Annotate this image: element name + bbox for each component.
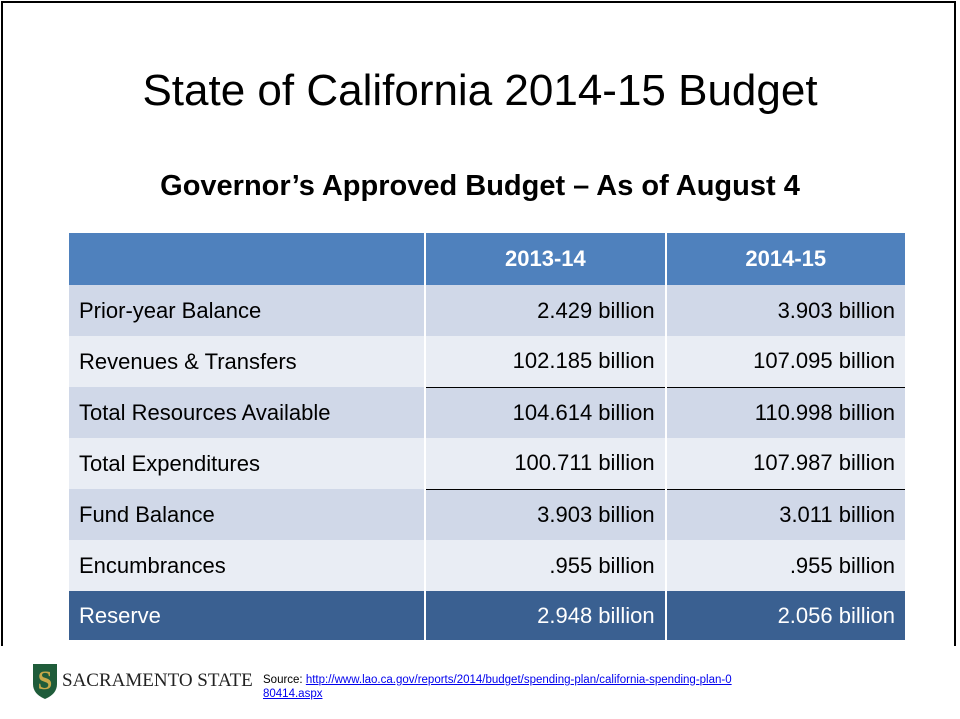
header-blank <box>66 233 427 285</box>
row-label: Reserve <box>66 591 427 640</box>
row-label: Total Resources Available <box>66 387 427 438</box>
source-link[interactable]: http://www.lao.ca.gov/reports/2014/budge… <box>263 674 732 700</box>
table-row: Total Resources Available 104.614 billion… <box>66 387 908 438</box>
logo-icon: S <box>33 664 57 699</box>
value-cell: 100.711 billion <box>424 438 667 490</box>
row-label: Revenues & Transfers <box>66 336 427 387</box>
logo-text: SACRAMENTO STATE <box>62 670 253 691</box>
table-row: Total Expenditures 100.711 billion 107.987… <box>66 438 908 490</box>
value-cell: 102.185 billion <box>424 336 667 388</box>
value-cell: 107.987 billion <box>664 438 908 490</box>
row-label: Encumbrances <box>66 540 427 591</box>
row-label: Total Expenditures <box>66 438 427 489</box>
title: State of California 2014-15 Budget <box>142 66 818 115</box>
slide-frame <box>1 1 956 646</box>
header-cell: 2014-15 <box>664 233 908 285</box>
value-cell: 2.429 billion <box>424 285 667 336</box>
value-cell: 104.614 billion <box>424 387 667 438</box>
value-cell: 2.948 billion <box>424 591 667 640</box>
header-row: 2013-14 2014-15 <box>66 233 908 285</box>
header-cell: 2013-14 <box>424 233 667 285</box>
budget-table: 2013-14 2014-15 Prior-year Balance 2.429 … <box>66 233 908 640</box>
table-body: Prior-year Balance 2.429 billion 3.903 bil… <box>66 285 908 640</box>
subtitle: Governor’s Approved Budget – As of Augus… <box>160 170 800 202</box>
row-label: Fund Balance <box>66 489 427 540</box>
value-cell: 3.903 billion <box>664 285 908 336</box>
table-row: Fund Balance 3.903 billion 3.011 billion <box>66 489 908 540</box>
table-row: Prior-year Balance 2.429 billion 3.903 bil… <box>66 285 908 336</box>
value-cell: 3.011 billion <box>664 489 908 540</box>
value-cell: .955 billion <box>424 540 667 591</box>
table-row: Revenues & Transfers 102.185 billion 107.0… <box>66 336 908 388</box>
value-cell: 2.056 billion <box>664 591 908 640</box>
source: Source: http://www.lao.ca.gov/reports/20… <box>263 673 733 701</box>
table-row: Reserve 2.948 billion 2.056 billion <box>66 591 908 640</box>
table-row: Encumbrances .955 billion .955 billion <box>66 540 908 591</box>
value-cell: .955 billion <box>664 540 908 591</box>
value-cell: 107.095 billion <box>664 336 908 388</box>
value-cell: 110.998 billion <box>664 387 908 438</box>
row-label: Prior-year Balance <box>66 285 427 336</box>
value-cell: 3.903 billion <box>424 489 667 540</box>
svg-text:S: S <box>38 666 52 695</box>
source-label: Source: <box>263 674 303 686</box>
